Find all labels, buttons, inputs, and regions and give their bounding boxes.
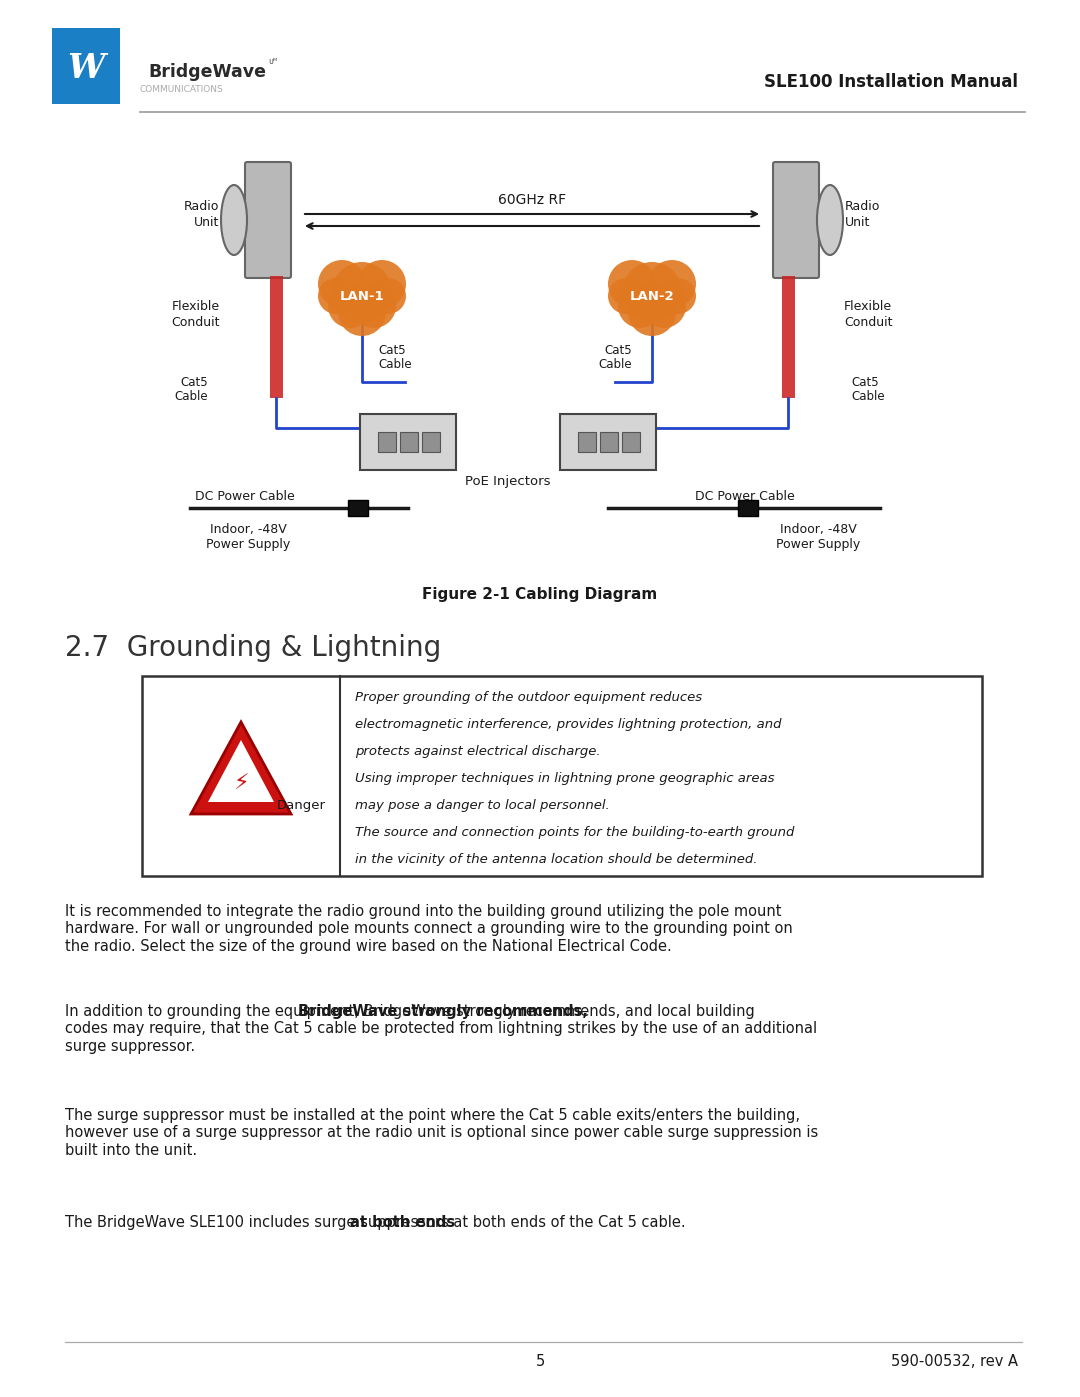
Circle shape (318, 278, 354, 314)
Text: SLE100 Installation Manual: SLE100 Installation Manual (764, 73, 1018, 91)
FancyBboxPatch shape (52, 28, 120, 103)
Text: W: W (67, 52, 105, 84)
Text: 5: 5 (536, 1355, 544, 1369)
Text: Cable: Cable (851, 390, 885, 402)
Text: COMMUNICATIONS: COMMUNICATIONS (140, 85, 224, 95)
Text: BridgeWave: BridgeWave (148, 63, 266, 81)
Text: Flexible: Flexible (843, 299, 892, 313)
FancyBboxPatch shape (773, 162, 819, 278)
Text: electromagnetic interference, provides lightning protection, and: electromagnetic interference, provides l… (355, 718, 782, 731)
Text: DC Power Cable: DC Power Cable (696, 490, 795, 503)
FancyBboxPatch shape (245, 162, 291, 278)
FancyBboxPatch shape (348, 500, 368, 515)
Circle shape (370, 278, 406, 314)
Circle shape (318, 260, 366, 307)
Text: LAN-2: LAN-2 (630, 291, 674, 303)
Ellipse shape (816, 184, 843, 256)
Text: Cable: Cable (598, 358, 632, 370)
Text: It is recommended to integrate the radio ground into the building ground utilizi: It is recommended to integrate the radio… (65, 904, 793, 954)
FancyBboxPatch shape (422, 432, 440, 453)
Text: Unit: Unit (845, 215, 870, 229)
Text: Radio: Radio (184, 200, 219, 212)
Text: The source and connection points for the building-to-earth ground: The source and connection points for the… (355, 826, 795, 840)
Text: Conduit: Conduit (172, 316, 220, 328)
Text: Cat5: Cat5 (851, 376, 879, 388)
FancyBboxPatch shape (738, 500, 758, 515)
Text: Cable: Cable (378, 358, 411, 370)
Text: Cable: Cable (174, 390, 208, 402)
Text: ⚡: ⚡ (233, 774, 248, 793)
Ellipse shape (221, 184, 247, 256)
FancyBboxPatch shape (141, 676, 982, 876)
Text: DC Power Cable: DC Power Cable (195, 490, 295, 503)
Circle shape (608, 260, 656, 307)
Text: Cat5: Cat5 (378, 344, 406, 356)
FancyBboxPatch shape (561, 414, 656, 469)
Text: Power Supply: Power Supply (775, 538, 860, 550)
Text: PoE Injectors: PoE Injectors (465, 475, 551, 489)
FancyBboxPatch shape (360, 414, 456, 469)
Text: BridgeWave strongly recommends,: BridgeWave strongly recommends, (298, 1004, 588, 1018)
Text: Cat5: Cat5 (180, 376, 208, 388)
Circle shape (608, 278, 644, 314)
Polygon shape (191, 722, 291, 814)
Circle shape (642, 284, 686, 328)
FancyBboxPatch shape (622, 432, 640, 453)
FancyBboxPatch shape (400, 432, 418, 453)
Text: in the vicinity of the antenna location should be determined.: in the vicinity of the antenna location … (355, 854, 757, 866)
Text: In addition to grounding the equipment, BridgeWave strongly recommends, and loca: In addition to grounding the equipment, … (65, 1004, 818, 1053)
Text: Indoor, -48V: Indoor, -48V (210, 522, 286, 536)
Circle shape (660, 278, 696, 314)
Text: Power Supply: Power Supply (206, 538, 291, 550)
Text: Indoor, -48V: Indoor, -48V (780, 522, 856, 536)
Text: ᴜᴹ: ᴜᴹ (268, 57, 278, 67)
Text: at both ends: at both ends (350, 1215, 456, 1229)
Text: Figure 2-1 Cabling Diagram: Figure 2-1 Cabling Diagram (422, 587, 658, 602)
Circle shape (357, 260, 406, 307)
FancyBboxPatch shape (782, 277, 795, 398)
Polygon shape (208, 740, 274, 802)
Text: Proper grounding of the outdoor equipment reduces: Proper grounding of the outdoor equipmen… (355, 692, 702, 704)
FancyBboxPatch shape (578, 432, 596, 453)
Text: Flexible: Flexible (172, 299, 220, 313)
Text: may pose a danger to local personnel.: may pose a danger to local personnel. (355, 799, 610, 812)
FancyBboxPatch shape (600, 432, 618, 453)
Text: Unit: Unit (193, 215, 219, 229)
Text: 2.7  Grounding & Lightning: 2.7 Grounding & Lightning (65, 634, 442, 662)
Circle shape (648, 260, 696, 307)
FancyBboxPatch shape (378, 432, 396, 453)
Circle shape (352, 284, 396, 328)
Text: The BridgeWave SLE100 includes surge suppressors at both ends of the Cat 5 cable: The BridgeWave SLE100 includes surge sup… (65, 1215, 686, 1229)
Circle shape (332, 263, 392, 321)
Text: Using improper techniques in lightning prone geographic areas: Using improper techniques in lightning p… (355, 773, 774, 785)
Circle shape (618, 284, 662, 328)
Circle shape (627, 288, 676, 337)
Text: Danger: Danger (276, 799, 326, 812)
Text: 590-00532, rev A: 590-00532, rev A (891, 1355, 1018, 1369)
Text: 60GHz RF: 60GHz RF (498, 193, 566, 207)
Text: Conduit: Conduit (843, 316, 892, 328)
Text: LAN-1: LAN-1 (340, 291, 384, 303)
Text: protects against electrical discharge.: protects against electrical discharge. (355, 745, 600, 759)
Text: Cat5: Cat5 (605, 344, 632, 356)
Circle shape (338, 288, 386, 337)
Text: The surge suppressor must be installed at the point where the Cat 5 cable exits/: The surge suppressor must be installed a… (65, 1108, 819, 1158)
Circle shape (622, 263, 681, 321)
Circle shape (328, 284, 372, 328)
Text: Radio: Radio (845, 200, 880, 212)
FancyBboxPatch shape (270, 277, 283, 398)
